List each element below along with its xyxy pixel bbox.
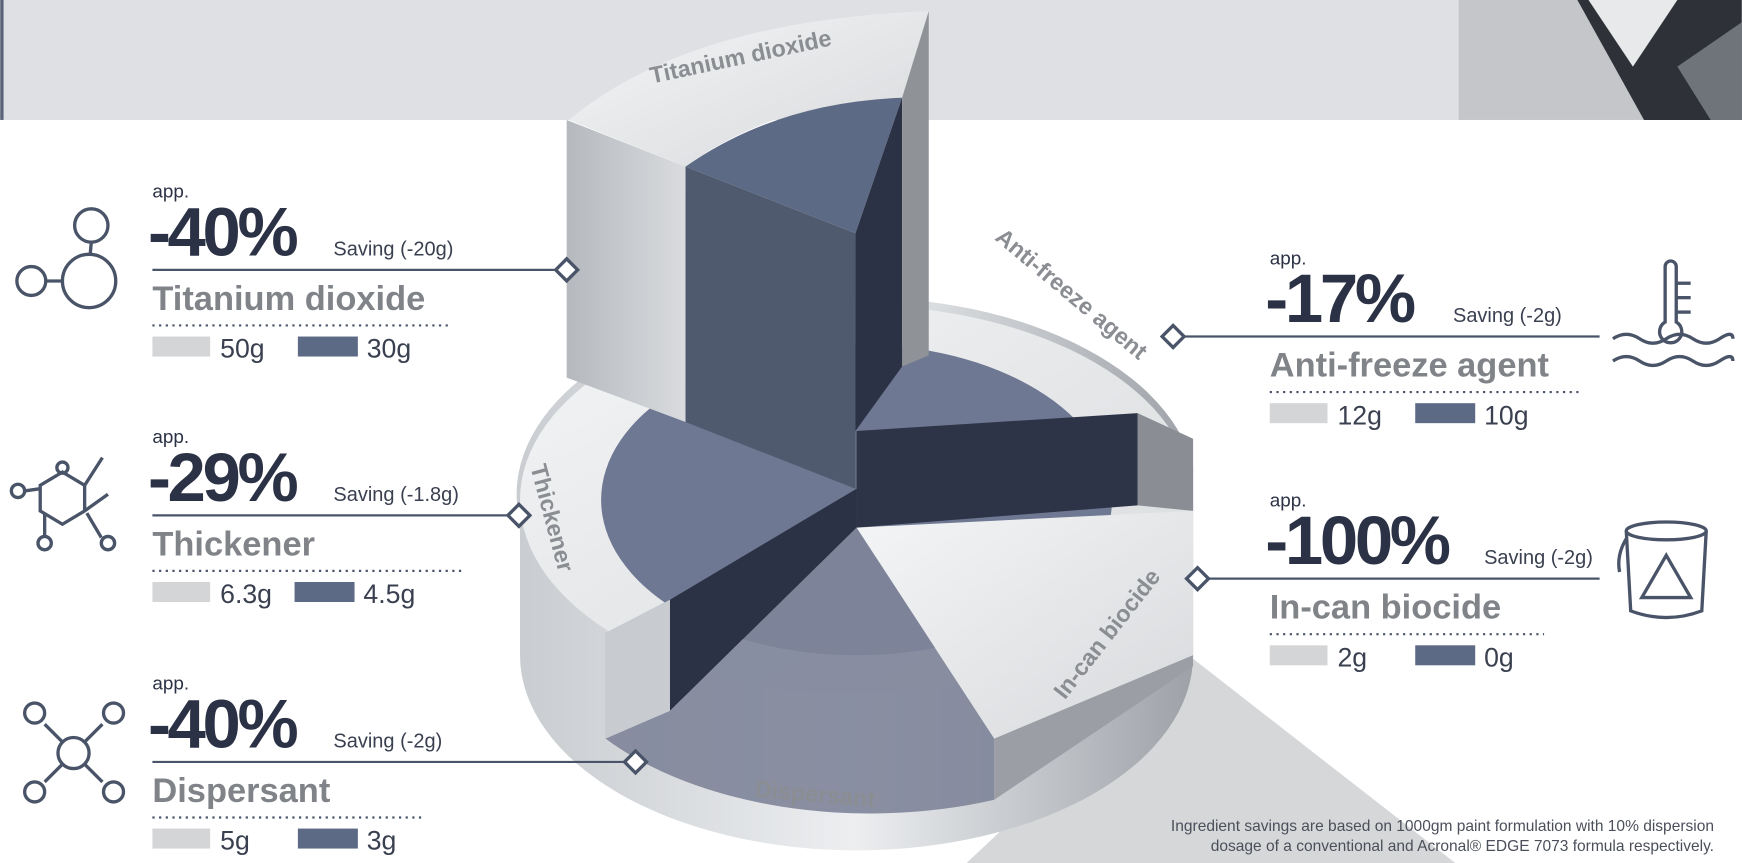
saving-amount: Saving (-1.8g) (333, 484, 459, 506)
edge-swatch (1415, 645, 1475, 665)
saving-percent: -40% (148, 193, 298, 270)
edge-swatch (1415, 403, 1475, 423)
conventional-swatch (152, 337, 210, 357)
ingredient-name: In-can biocide (1270, 589, 1501, 627)
photo (1459, 0, 1742, 120)
ingredient-name: Anti-freeze agent (1270, 347, 1550, 385)
thermometer-icon (1613, 261, 1733, 365)
dispersant-icon (25, 703, 124, 802)
saving-percent: -40% (148, 685, 298, 762)
conventional-swatch (1270, 645, 1328, 665)
edge-amount: 3g (367, 826, 397, 856)
conventional-swatch (152, 829, 210, 849)
leader-marker (1162, 326, 1184, 348)
conventional-amount: 12g (1337, 400, 1381, 430)
saving-amount: Saving (-2g) (333, 730, 442, 752)
saving-percent: -100% (1265, 502, 1449, 579)
saving-percent: -29% (148, 439, 298, 516)
ring-icon (11, 458, 114, 550)
bucket-icon (1619, 522, 1706, 618)
ingredient-name: Thickener (152, 525, 315, 563)
infographic: Ingredient savings are based on 1000gm p… (0, 0, 1742, 863)
edge-swatch (298, 829, 358, 849)
conventional-amount: 6.3g (220, 579, 272, 609)
saving-amount: Saving (-20g) (333, 238, 453, 260)
edge-swatch (295, 582, 355, 602)
conventional-amount: 5g (220, 826, 250, 856)
saving-amount: Saving (-2g) (1453, 305, 1562, 327)
page: {"items": [ {"app": "app.", "percent": "… (0, 0, 1742, 863)
edge-amount: 4.5g (363, 579, 415, 609)
saving-amount: Saving (-2g) (1484, 547, 1593, 569)
molecule-icon (17, 209, 116, 308)
header-edge (0, 0, 3, 120)
ingredient-block: app.-40%Saving (-20g)Titanium dioxide50g… (148, 182, 578, 364)
ingredient-name: Dispersant (152, 772, 330, 810)
conventional-amount: 50g (220, 334, 264, 364)
edge-amount: 0g (1484, 642, 1514, 672)
pie-chart (517, 11, 1193, 850)
conventional-amount: 2g (1337, 642, 1367, 672)
footnote: Ingredient savings are based on 1000gm p… (1171, 818, 1714, 835)
conventional-swatch (1270, 403, 1328, 423)
ingredient-block: app.-17%Saving (-2g)Anti-freeze agent12g… (1162, 248, 1599, 430)
conventional-swatch (152, 582, 210, 602)
edge-amount: 10g (1484, 400, 1528, 430)
edge-amount: 30g (367, 334, 411, 364)
saving-percent: -17% (1265, 260, 1415, 337)
ingredient-name: Titanium dioxide (152, 280, 425, 318)
footnote: dosage of a conventional and Acronal® ED… (1211, 838, 1714, 855)
edge-swatch (298, 337, 358, 357)
